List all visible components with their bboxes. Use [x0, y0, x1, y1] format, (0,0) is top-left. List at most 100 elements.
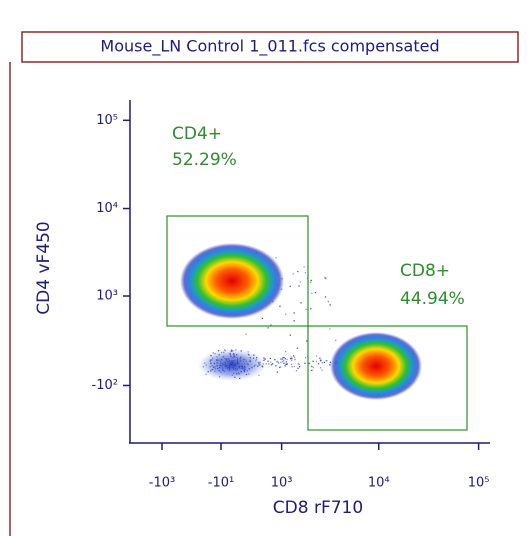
event-dot	[291, 359, 293, 361]
event-dot	[261, 317, 264, 320]
event-dot	[289, 358, 292, 360]
event-dot	[285, 361, 287, 363]
event-dot	[283, 356, 285, 359]
event-dot	[299, 281, 302, 283]
y-tick-label: 10⁴	[96, 201, 118, 216]
event-dot	[329, 328, 331, 330]
event-dot	[306, 340, 308, 342]
chart-title: Mouse_LN Control 1_011.fcs compensated	[100, 37, 439, 57]
event-dot	[304, 362, 306, 364]
event-dot	[245, 333, 247, 335]
event-dot	[325, 277, 327, 280]
event-dot	[295, 370, 298, 372]
event-dot	[312, 360, 314, 362]
event-dot	[276, 371, 278, 373]
event-dot	[319, 367, 322, 369]
event-dot	[285, 313, 287, 315]
population-cloud	[198, 349, 266, 381]
event-dot	[308, 362, 310, 365]
event-dot	[304, 357, 307, 359]
event-dot	[319, 357, 321, 359]
y-tick-label: 10⁵	[96, 113, 118, 128]
event-dot	[264, 358, 266, 360]
event-dot	[286, 358, 288, 361]
title-box	[21, 31, 519, 63]
event-dot	[290, 363, 293, 365]
event-dot	[312, 366, 315, 369]
event-dot	[276, 360, 278, 363]
x-tick-label: 10⁵	[468, 476, 490, 491]
event-dot	[335, 339, 337, 341]
event-dot	[291, 357, 293, 359]
event-dot	[321, 369, 323, 371]
event-dot	[297, 367, 299, 369]
event-dot	[310, 279, 312, 282]
event-dot	[290, 356, 292, 358]
event-dot	[324, 277, 326, 279]
event-dot	[280, 361, 282, 363]
population-density	[180, 243, 284, 319]
gate-percent: 44.94%	[400, 289, 465, 309]
event-dot	[293, 312, 295, 314]
event-dot	[293, 320, 295, 322]
gate	[166, 215, 309, 327]
event-dot	[277, 362, 280, 364]
gate-name: CD4+	[172, 124, 222, 144]
event-dot	[282, 357, 284, 359]
event-dot	[329, 304, 331, 306]
event-dot	[305, 308, 307, 310]
event-dot	[296, 347, 298, 349]
event-dot	[289, 334, 291, 336]
x-tick-label: -10¹	[208, 476, 234, 491]
event-dot	[292, 273, 294, 275]
event-dot	[275, 365, 277, 367]
event-dot	[310, 308, 312, 310]
event-dot	[289, 285, 291, 287]
event-dot	[324, 296, 327, 298]
event-dot	[293, 365, 295, 368]
event-dot	[270, 361, 272, 363]
x-tick-label: 10³	[271, 476, 293, 491]
x-tick-label: -10³	[149, 476, 175, 491]
event-dot	[329, 364, 331, 366]
event-dot	[265, 363, 267, 365]
event-dot	[267, 327, 269, 329]
event-dot	[292, 355, 295, 357]
gate	[307, 325, 468, 431]
event-dot	[267, 360, 269, 362]
event-dot	[310, 281, 312, 283]
event-dot	[297, 363, 299, 365]
event-dot	[299, 366, 301, 368]
event-dot	[280, 366, 282, 368]
event-dot	[317, 363, 320, 365]
event-dot	[284, 358, 286, 360]
event-dot	[297, 270, 299, 273]
event-dot	[323, 361, 325, 364]
event-dot	[284, 365, 286, 367]
event-dot	[286, 363, 288, 365]
event-dot	[279, 366, 281, 369]
event-dot	[314, 292, 317, 294]
population-density	[330, 332, 422, 400]
event-dot	[275, 257, 277, 259]
event-dot	[279, 305, 281, 307]
event-dot	[269, 357, 271, 360]
event-dot	[303, 266, 305, 268]
event-dot	[327, 300, 329, 303]
event-dot	[311, 369, 313, 371]
gate-percent: 52.29%	[172, 150, 237, 170]
event-dot	[263, 357, 265, 359]
event-dot	[285, 363, 287, 365]
event-dot	[281, 359, 284, 361]
event-dot	[270, 324, 272, 326]
x-tick-label: 10⁴	[368, 476, 390, 491]
event-dot	[321, 362, 323, 364]
event-dot	[294, 359, 296, 361]
event-dot	[293, 356, 296, 358]
event-dot	[304, 272, 307, 274]
event-dot	[311, 292, 313, 294]
event-dot	[268, 363, 270, 365]
x-axis-label: CD8 rF710	[273, 498, 363, 518]
event-dot	[272, 363, 274, 365]
